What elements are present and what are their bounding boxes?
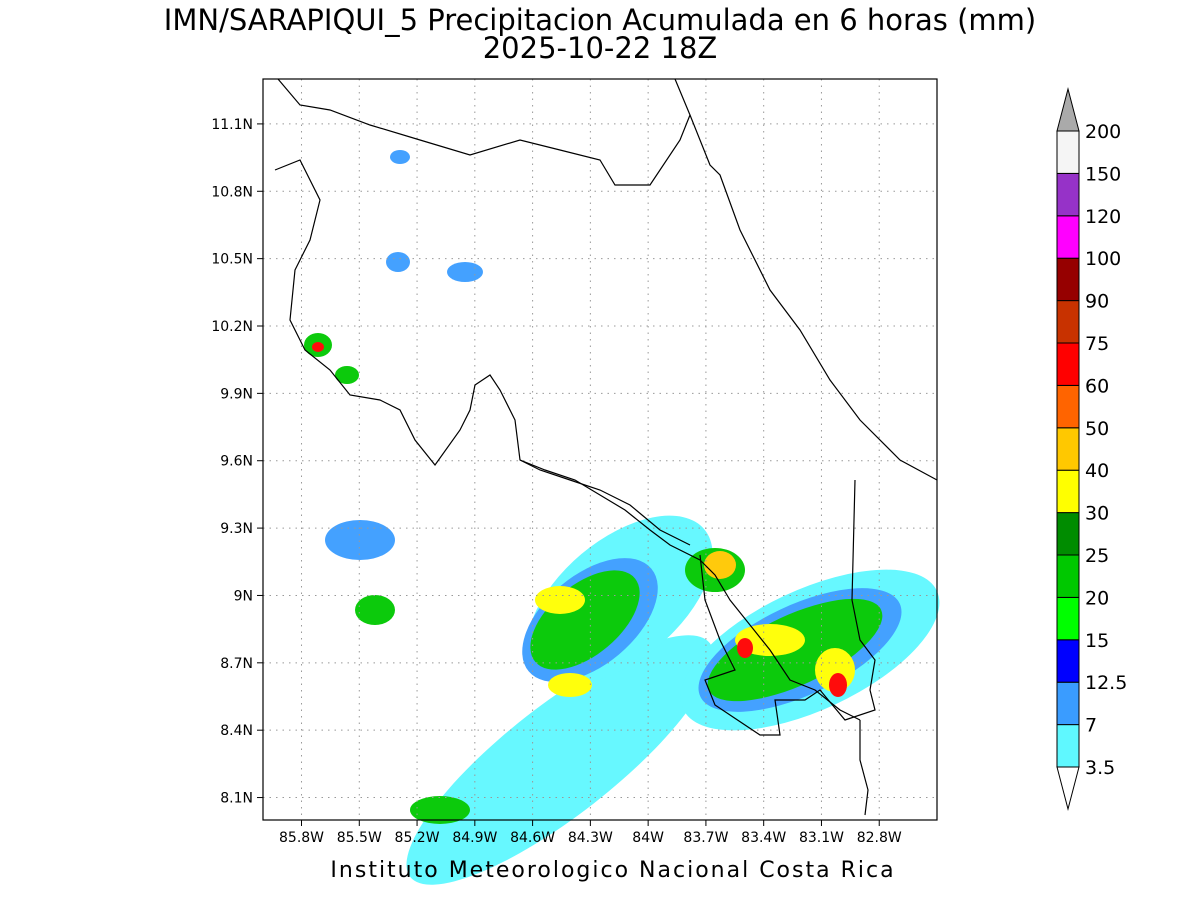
colorbar-label: 120 [1085, 206, 1121, 228]
colorbar-segment [1056, 384, 1080, 429]
y-tick-label: 8.1N [220, 791, 253, 807]
map-area [262, 78, 940, 885]
precip-area [829, 673, 847, 697]
colorbar-label: 7 [1085, 715, 1097, 737]
x-tick-label: 83.4W [741, 830, 786, 846]
colorbar-segment [1056, 215, 1080, 259]
colorbar-label: 75 [1085, 333, 1109, 355]
x-tick-label: 83.7W [683, 830, 728, 846]
precip-area [447, 262, 483, 282]
colorbar-segment [1056, 596, 1080, 641]
precip-area [406, 635, 714, 885]
x-tick-label: 82.8W [857, 830, 902, 846]
coastline [689, 114, 938, 481]
colorbar-segment [1056, 300, 1080, 344]
precipitation-field [304, 150, 940, 885]
grid [263, 79, 937, 820]
colorbar-segment [1056, 554, 1080, 598]
colorbar-label: 20 [1085, 587, 1109, 609]
precip-area [390, 150, 410, 164]
precip-area [386, 252, 410, 272]
precip-area [535, 586, 585, 614]
colorbar-segment [1056, 512, 1080, 556]
coastline [859, 720, 869, 816]
precip-area [530, 570, 640, 670]
colorbar-label: 90 [1085, 291, 1109, 313]
y-tick-label: 10.8N [211, 184, 253, 200]
precip-area [325, 520, 395, 560]
y-tick-label: 10.5N [211, 252, 253, 268]
colorbar-segment [1056, 342, 1080, 386]
x-tick-label: 85.8W [279, 830, 324, 846]
colorbar: 3.5 7 12.5 15 20 25 30 40 50 60 75 90 100 120 150 200 [1056, 87, 1127, 811]
y-tick-label: 8.7N [220, 656, 253, 672]
border [851, 479, 876, 691]
map-frame [262, 78, 938, 821]
x-tick-label: 85.2W [395, 830, 440, 846]
colorbar-segment [1056, 427, 1080, 471]
colorbar-over-arrow [1056, 87, 1080, 132]
y-tick-label: 9.6N [220, 454, 253, 470]
colorbar-label: 30 [1085, 503, 1109, 525]
colorbar-label: 12.5 [1085, 672, 1127, 694]
border [699, 554, 876, 736]
subtitle: 2025-10-22 18Z [483, 31, 718, 65]
precip-area [410, 796, 470, 824]
colorbar-label: 60 [1085, 375, 1109, 397]
colorbar-label: 3.5 [1085, 757, 1115, 779]
colorbar-segment [1056, 257, 1080, 302]
colorbar-label: 40 [1085, 460, 1109, 482]
precip-area [312, 342, 324, 352]
x-tick-label: 84.9W [452, 830, 497, 846]
y-tick-label: 10.2N [211, 319, 253, 335]
colorbar-label: 25 [1085, 545, 1109, 567]
colorbar-label: 100 [1085, 248, 1121, 270]
y-tick-label: 11.1N [211, 117, 253, 133]
precip-area [737, 638, 753, 658]
x-tick-label: 84.6W [510, 830, 555, 846]
y-tick-label: 8.4N [220, 723, 253, 739]
x-tick-label: 84W [632, 830, 664, 846]
precip-area [704, 551, 736, 579]
colorbar-segment [1056, 172, 1080, 217]
y-tick-label: 9.9N [220, 386, 253, 402]
precip-area [355, 595, 395, 625]
colorbar-segment [1056, 130, 1080, 174]
colorbar-label: 50 [1085, 418, 1109, 440]
coastline [277, 78, 691, 186]
coastline [274, 159, 861, 721]
colorbar-segment [1056, 469, 1080, 514]
coastline [519, 459, 691, 546]
footer: Instituto Meteorologico Nacional Costa R… [330, 858, 895, 883]
title: IMN/SARAPIQUI_5 Precipitacion Acumulada … [164, 3, 1036, 37]
colorbar-label: 15 [1085, 630, 1109, 652]
x-tick-label: 83.1W [799, 830, 844, 846]
x-tick-label: 84.3W [568, 830, 613, 846]
precip-area [335, 366, 359, 384]
x-tick-label: 85.5W [337, 830, 382, 846]
precip-area [548, 673, 592, 697]
colorbar-under-arrow [1056, 766, 1080, 811]
y-tick-label: 9N [234, 588, 253, 604]
colorbar-segment [1056, 639, 1080, 683]
colorbar-label: 200 [1085, 121, 1121, 143]
colorbar-segment [1056, 724, 1080, 768]
colorbar-label: 150 [1085, 163, 1121, 185]
colorbar-segment [1056, 681, 1080, 726]
y-tick-label: 9.3N [220, 521, 253, 537]
